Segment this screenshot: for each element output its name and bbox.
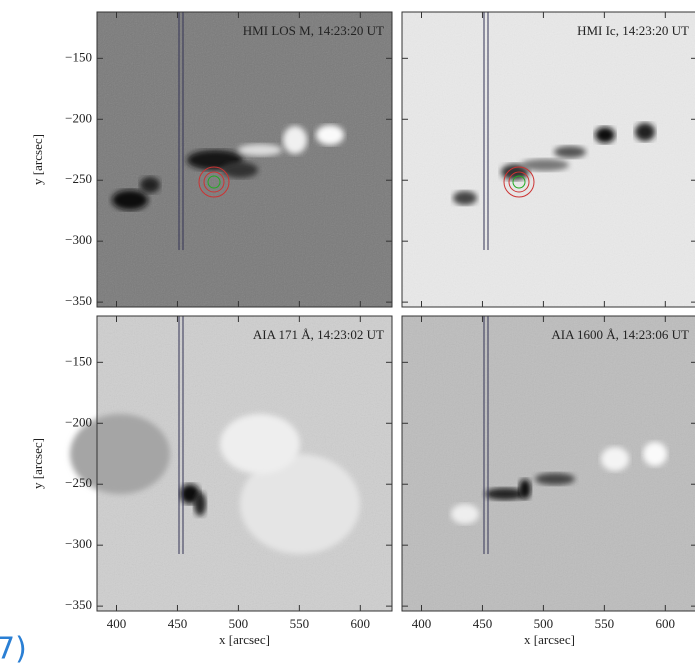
panel-title: AIA 171 Å, 14:23:02 UT: [253, 327, 384, 342]
solar-feature: [595, 127, 615, 143]
x-tick-label: 600: [351, 616, 371, 631]
x-axis-label: x [arcsec]: [219, 632, 270, 647]
panel-title: HMI Ic, 14:23:20 UT: [577, 23, 689, 38]
y-axis-label: y [arcsec]: [30, 438, 45, 489]
solar-feature: [451, 504, 479, 524]
panel-title: HMI LOS M, 14:23:20 UT: [243, 23, 384, 38]
y-tick-label: −150: [65, 49, 92, 64]
image-texture: [97, 12, 392, 307]
x-tick-label: 450: [473, 616, 493, 631]
y-tick-label: −150: [65, 353, 92, 368]
solar-feature: [601, 447, 629, 471]
solar-feature: [485, 488, 525, 500]
x-tick-label: 400: [412, 616, 432, 631]
panel: HMI Ic, 14:23:20 UT: [402, 12, 695, 307]
solar-feature: [554, 146, 586, 158]
x-axis-label: x [arcsec]: [524, 632, 575, 647]
x-tick-label: 550: [595, 616, 615, 631]
solar-feature: [521, 159, 569, 171]
y-tick-label: −350: [65, 293, 92, 308]
y-axis-label: y [arcsec]: [30, 134, 45, 185]
x-tick-label: 500: [229, 616, 249, 631]
solar-feature: [535, 473, 575, 485]
x-tick-label: 450: [168, 616, 188, 631]
solar-feature: [112, 190, 148, 210]
y-tick-label: −200: [65, 110, 92, 125]
solar-feature: [194, 492, 206, 516]
y-tick-label: −250: [65, 171, 92, 186]
solar-feature: [519, 479, 531, 499]
figure: 7) HMI LOS M, 14:23:20 UT −150 −200 −250 −30…: [0, 0, 695, 670]
panel: HMI LOS M, 14:23:20 UT −150 −200 −250 −300 −3…: [30, 12, 392, 308]
x-tick-label: 400: [107, 616, 127, 631]
panel-title: AIA 1600 Å, 14:23:06 UT: [551, 327, 689, 342]
panel: AIA 171 Å, 14:23:02 UT 400 450 500 550 600 −15…: [30, 316, 392, 647]
y-tick-label: −200: [65, 414, 92, 429]
y-tick-label: −350: [65, 597, 92, 612]
y-tick-label: −250: [65, 475, 92, 490]
x-tick-label: 600: [656, 616, 676, 631]
solar-feature: [643, 442, 667, 466]
solar-feature: [220, 414, 300, 474]
solar-feature: [453, 191, 477, 205]
solar-feature: [283, 126, 307, 154]
solar-feature: [316, 125, 344, 145]
x-tick-label: 550: [290, 616, 310, 631]
panel: AIA 1600 Å, 14:23:06 UT 400 450 500 550 600 x …: [402, 316, 695, 647]
x-tick-label: 500: [534, 616, 554, 631]
solar-feature: [238, 144, 282, 156]
y-tick-label: −300: [65, 536, 92, 551]
y-tick-label: −300: [65, 232, 92, 247]
solar-feature: [140, 177, 160, 193]
figure-fragment: 7): [0, 632, 27, 667]
solar-feature: [635, 123, 655, 141]
